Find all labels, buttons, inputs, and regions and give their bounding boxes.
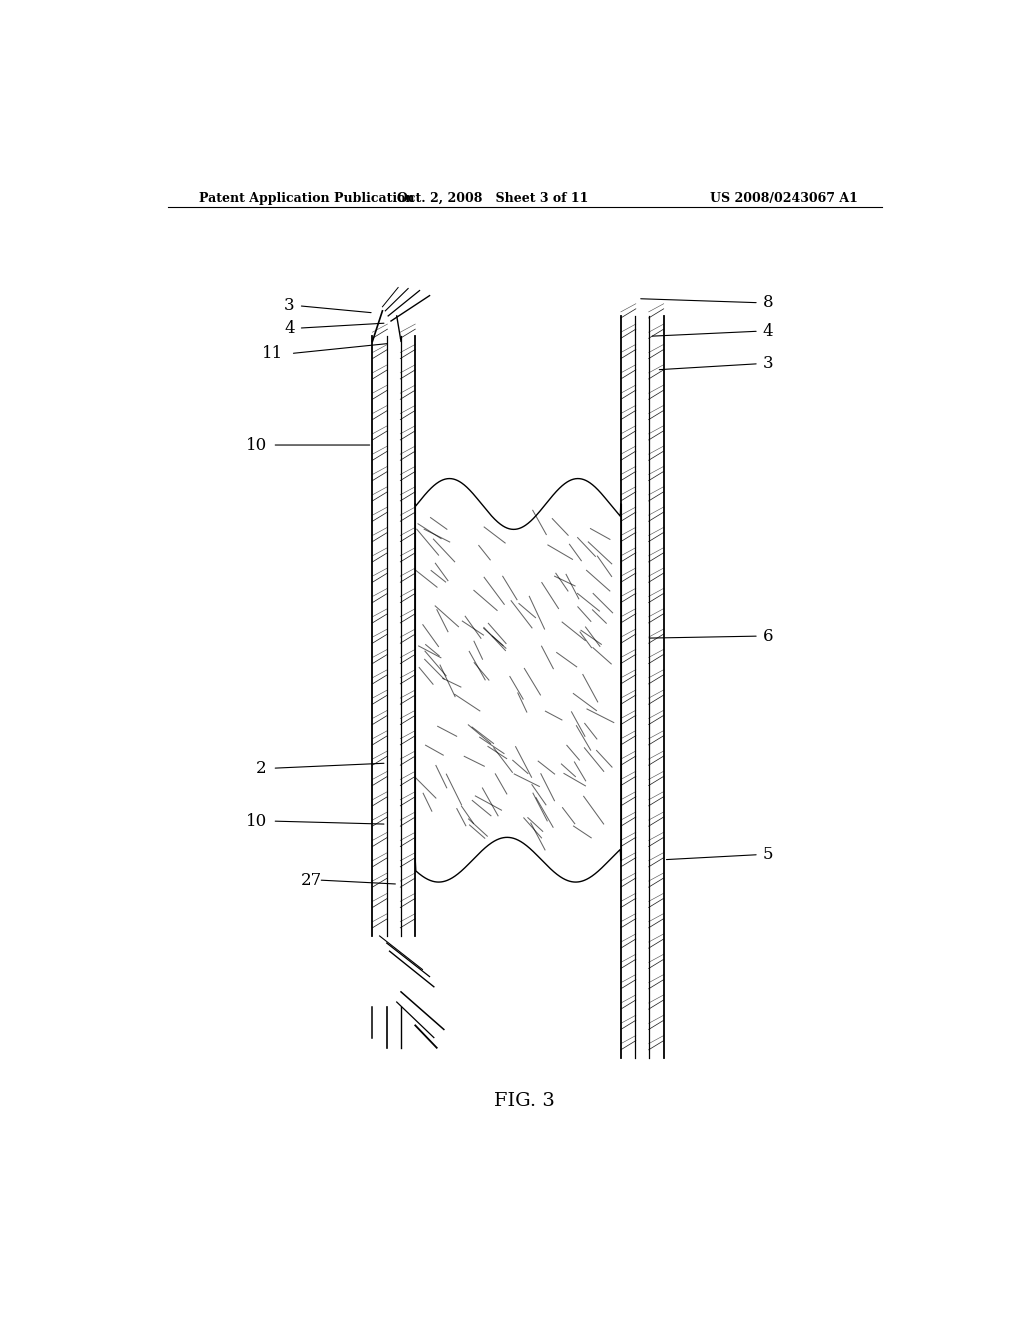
Text: 3: 3 [284, 297, 295, 314]
Text: 11: 11 [261, 345, 283, 362]
Text: 4: 4 [763, 322, 773, 339]
Text: 3: 3 [763, 355, 773, 372]
Text: 4: 4 [284, 319, 295, 337]
Text: Patent Application Publication: Patent Application Publication [200, 191, 415, 205]
Text: 8: 8 [763, 294, 773, 312]
Text: 2: 2 [256, 760, 267, 776]
Text: US 2008/0243067 A1: US 2008/0243067 A1 [711, 191, 858, 205]
Text: Oct. 2, 2008   Sheet 3 of 11: Oct. 2, 2008 Sheet 3 of 11 [397, 191, 589, 205]
Text: 6: 6 [763, 627, 773, 644]
Text: 5: 5 [763, 846, 773, 863]
Text: 10: 10 [246, 813, 267, 829]
Text: 27: 27 [301, 871, 323, 888]
Text: 10: 10 [246, 437, 267, 454]
Text: FIG. 3: FIG. 3 [495, 1092, 555, 1110]
